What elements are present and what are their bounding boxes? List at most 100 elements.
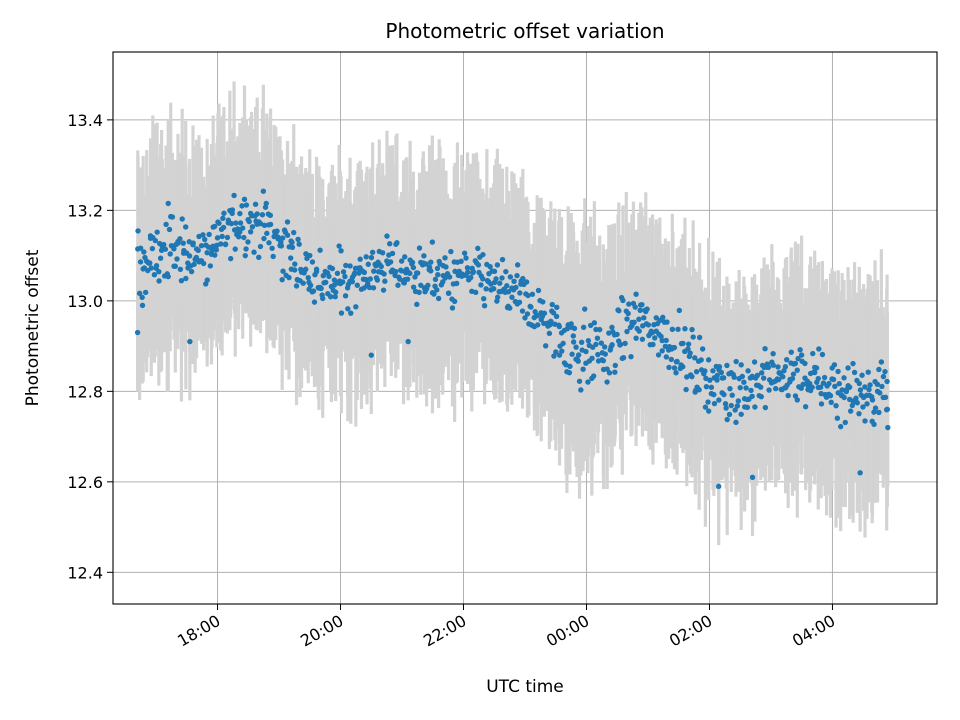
data-point bbox=[851, 369, 858, 376]
data-point bbox=[798, 352, 805, 358]
y-tick-label: 13.4 bbox=[67, 111, 103, 130]
data-point bbox=[254, 211, 260, 217]
data-point bbox=[320, 273, 327, 279]
data-point bbox=[535, 322, 541, 328]
data-point bbox=[743, 385, 749, 391]
data-point bbox=[423, 261, 429, 267]
data-point bbox=[443, 264, 449, 270]
data-point bbox=[280, 268, 286, 274]
data-point bbox=[616, 308, 622, 314]
data-point bbox=[190, 241, 196, 248]
data-point bbox=[300, 280, 306, 286]
data-point bbox=[560, 340, 566, 347]
data-point bbox=[221, 210, 227, 216]
data-point bbox=[731, 374, 737, 380]
data-point bbox=[148, 265, 154, 271]
data-point bbox=[167, 251, 173, 257]
data-point bbox=[142, 289, 149, 296]
data-point bbox=[180, 240, 186, 246]
data-point bbox=[480, 295, 487, 302]
data-point bbox=[703, 383, 710, 390]
data-point bbox=[614, 331, 620, 338]
data-point bbox=[284, 219, 291, 225]
data-point bbox=[733, 358, 739, 365]
data-point bbox=[762, 404, 769, 411]
data-point bbox=[880, 373, 887, 380]
data-point bbox=[591, 320, 598, 326]
data-point bbox=[529, 291, 536, 297]
data-point bbox=[339, 279, 346, 285]
data-point bbox=[286, 274, 292, 281]
data-point bbox=[797, 347, 803, 353]
data-point bbox=[754, 372, 761, 378]
data-point bbox=[683, 386, 689, 393]
data-point bbox=[264, 230, 270, 237]
data-point bbox=[879, 383, 885, 390]
data-point bbox=[702, 368, 708, 374]
data-point bbox=[279, 276, 285, 283]
data-point bbox=[751, 359, 758, 365]
data-point bbox=[353, 304, 359, 310]
data-point bbox=[211, 223, 218, 230]
data-point bbox=[163, 221, 169, 228]
data-point bbox=[663, 337, 669, 344]
data-point bbox=[311, 299, 318, 305]
data-point bbox=[628, 353, 634, 360]
data-point bbox=[345, 306, 351, 312]
data-point bbox=[222, 241, 229, 247]
data-point bbox=[812, 369, 818, 376]
data-point bbox=[392, 268, 399, 275]
data-point bbox=[327, 293, 334, 300]
data-point bbox=[830, 376, 837, 383]
data-point bbox=[289, 239, 295, 246]
data-point bbox=[291, 229, 297, 236]
data-point bbox=[499, 256, 506, 263]
data-point bbox=[407, 270, 413, 277]
data-point bbox=[569, 351, 575, 357]
data-point bbox=[305, 275, 311, 281]
data-point bbox=[775, 376, 782, 383]
data-point bbox=[828, 399, 834, 405]
data-point bbox=[134, 329, 141, 336]
data-point bbox=[675, 326, 681, 332]
data-point bbox=[622, 340, 628, 347]
data-point bbox=[237, 220, 244, 226]
data-point bbox=[788, 349, 794, 355]
data-point bbox=[841, 375, 847, 381]
data-point bbox=[659, 348, 665, 354]
data-point bbox=[866, 386, 872, 393]
data-point bbox=[288, 266, 295, 272]
data-point bbox=[509, 294, 515, 300]
data-point bbox=[711, 391, 717, 398]
data-point bbox=[673, 370, 679, 376]
data-point bbox=[856, 380, 862, 387]
data-point bbox=[884, 406, 891, 413]
data-point bbox=[395, 282, 401, 288]
data-point bbox=[367, 276, 373, 282]
data-point bbox=[480, 276, 486, 282]
data-point bbox=[857, 470, 863, 476]
data-point bbox=[780, 374, 786, 380]
data-point bbox=[739, 373, 746, 380]
data-point bbox=[242, 252, 248, 259]
data-point bbox=[137, 259, 144, 265]
data-point bbox=[320, 295, 326, 302]
data-point bbox=[835, 368, 841, 375]
data-point bbox=[241, 234, 247, 241]
data-point bbox=[453, 280, 460, 287]
data-point bbox=[458, 258, 464, 265]
data-point bbox=[257, 243, 264, 250]
data-point bbox=[874, 381, 881, 387]
data-point bbox=[676, 307, 683, 314]
data-point bbox=[666, 364, 672, 371]
data-point bbox=[534, 313, 540, 319]
data-point bbox=[480, 251, 486, 258]
data-point bbox=[174, 256, 180, 262]
data-point bbox=[149, 245, 156, 252]
data-point bbox=[831, 362, 838, 368]
data-point bbox=[723, 405, 729, 411]
data-point bbox=[412, 274, 418, 280]
data-point bbox=[884, 378, 890, 385]
data-point bbox=[171, 246, 177, 252]
data-point bbox=[263, 200, 269, 207]
